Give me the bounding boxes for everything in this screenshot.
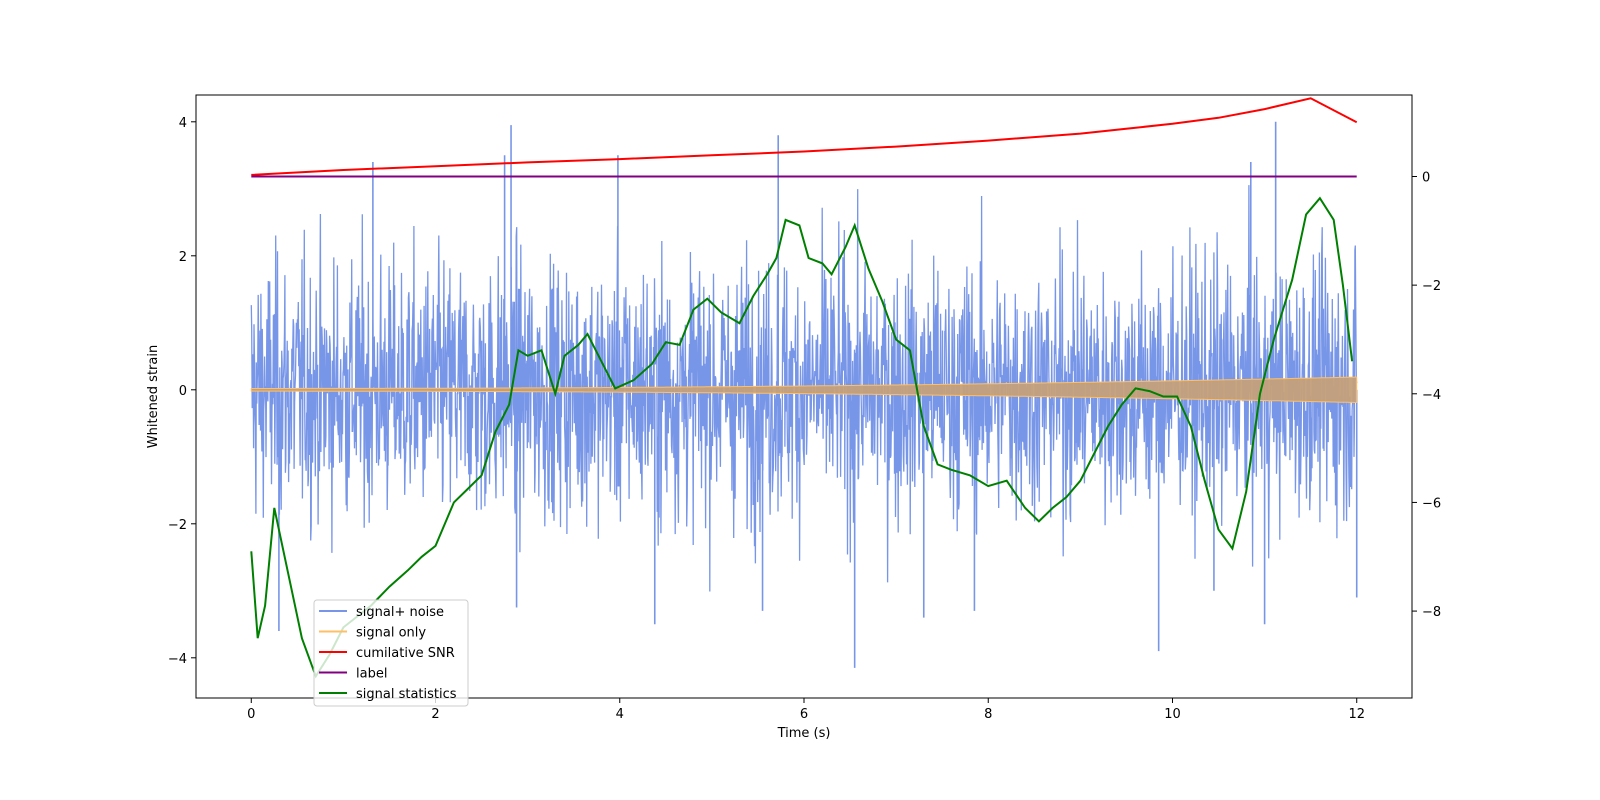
y2-tick-label: −4 (1422, 388, 1441, 403)
x-tick-label: 8 (984, 707, 992, 722)
legend: signal+ noise signal only cumilative SNR la… (313, 599, 469, 707)
x-tick-label: 12 (1348, 707, 1365, 722)
legend-entry: label (356, 667, 387, 682)
y2-tick-label: −2 (1422, 279, 1441, 294)
chirp-envelope (250, 376, 1358, 403)
y-tick-label: 0 (179, 384, 187, 399)
x-tick-label: 6 (800, 707, 808, 722)
legend-entry: signal+ noise (356, 605, 444, 620)
axes-layer: 0 2 4 6 8 10 12 −4 −2 0 2 4 −8 −6 −4 −2 0 (168, 116, 1441, 722)
x-tick-label: 10 (1164, 707, 1181, 722)
y2-tick-label: 0 (1422, 170, 1430, 185)
y-axis-label: Whitened strain (146, 345, 161, 448)
y-tick-label: −4 (168, 652, 187, 667)
legend-entry: signal only (356, 626, 426, 641)
legend-entry: cumilative SNR (356, 646, 455, 661)
y-tick-label: −2 (168, 518, 187, 533)
y-tick-label: 4 (179, 116, 187, 131)
x-axis-label: Time (s) (777, 726, 831, 741)
y2-tick-label: −6 (1422, 496, 1441, 511)
noise-trace (250, 185, 1358, 592)
x-tick-label: 0 (247, 707, 255, 722)
series-cumilative-snr (251, 97, 1358, 176)
series-signal-statistics (250, 196, 1354, 679)
y-tick-label: 2 (179, 250, 187, 265)
x-tick-label: 4 (616, 707, 624, 722)
y2-tick-label: −8 (1422, 605, 1441, 620)
plot-layer (250, 97, 1358, 679)
series-signal-only (250, 376, 1358, 403)
legend-box (313, 599, 469, 707)
series-line (250, 196, 1354, 679)
x-tick-label: 2 (431, 707, 439, 722)
legend-entry: signal statistics (356, 687, 457, 702)
series-line (251, 97, 1358, 176)
series-signal-noise (250, 121, 1358, 668)
